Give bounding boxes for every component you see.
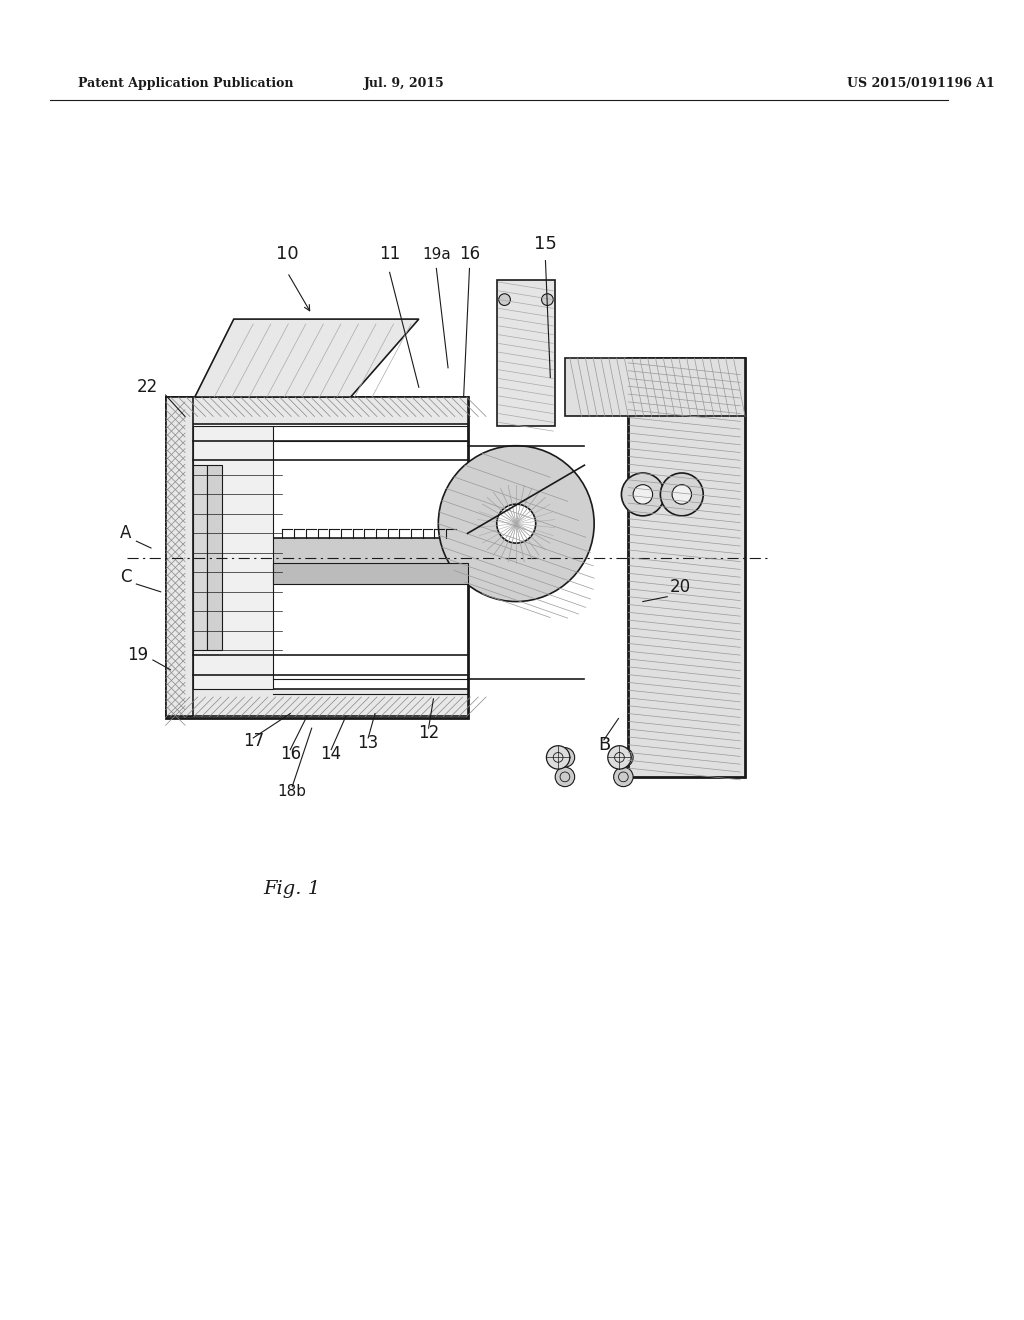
Bar	[497, 280, 555, 426]
Text: B: B	[598, 735, 610, 754]
Circle shape	[622, 473, 665, 516]
Text: 14: 14	[321, 746, 342, 763]
Text: 18b: 18b	[278, 784, 307, 800]
Circle shape	[224, 574, 240, 590]
Text: 20: 20	[670, 578, 691, 595]
Circle shape	[224, 496, 240, 512]
Text: 12: 12	[418, 723, 439, 742]
Circle shape	[205, 554, 220, 570]
Circle shape	[205, 536, 220, 550]
Text: A: A	[120, 524, 131, 543]
Text: 19a: 19a	[422, 247, 451, 261]
Circle shape	[224, 536, 240, 550]
Text: 15: 15	[534, 235, 557, 253]
Circle shape	[555, 767, 574, 787]
Circle shape	[542, 294, 553, 305]
Circle shape	[613, 767, 633, 787]
Text: US 2015/0191196 A1: US 2015/0191196 A1	[848, 77, 995, 90]
Bar	[272, 562, 468, 583]
Bar	[166, 397, 468, 718]
Bar	[629, 358, 745, 777]
Text: Fig. 1: Fig. 1	[263, 879, 321, 898]
Circle shape	[205, 574, 220, 590]
Polygon shape	[195, 319, 419, 397]
Text: 16: 16	[459, 244, 480, 263]
Bar	[166, 397, 468, 424]
Text: Jul. 9, 2015: Jul. 9, 2015	[364, 77, 444, 90]
Circle shape	[224, 516, 240, 532]
Bar	[193, 465, 208, 651]
Bar	[193, 426, 272, 689]
Circle shape	[205, 516, 220, 532]
Circle shape	[224, 477, 240, 492]
Bar	[166, 397, 193, 717]
Text: 16: 16	[280, 746, 301, 763]
Text: 13: 13	[357, 734, 379, 751]
Text: 22: 22	[136, 378, 158, 396]
Circle shape	[205, 477, 220, 492]
Bar	[272, 539, 468, 568]
Bar	[565, 358, 745, 417]
Text: 19: 19	[127, 645, 148, 664]
Circle shape	[660, 473, 703, 516]
Bar	[208, 465, 222, 651]
Text: C: C	[120, 568, 131, 586]
Circle shape	[547, 746, 569, 770]
Circle shape	[205, 496, 220, 512]
Circle shape	[672, 484, 691, 504]
Circle shape	[224, 554, 240, 570]
Circle shape	[633, 484, 652, 504]
Text: Patent Application Publication: Patent Application Publication	[78, 77, 294, 90]
Circle shape	[613, 747, 633, 767]
Text: 11: 11	[379, 244, 400, 263]
Circle shape	[555, 747, 574, 767]
Circle shape	[497, 504, 536, 543]
Circle shape	[205, 594, 220, 610]
Circle shape	[499, 294, 510, 305]
Text: 17: 17	[243, 731, 264, 750]
Bar	[166, 689, 468, 717]
Circle shape	[608, 746, 631, 770]
Circle shape	[438, 446, 594, 602]
Text: 10: 10	[276, 244, 299, 263]
Circle shape	[224, 594, 240, 610]
